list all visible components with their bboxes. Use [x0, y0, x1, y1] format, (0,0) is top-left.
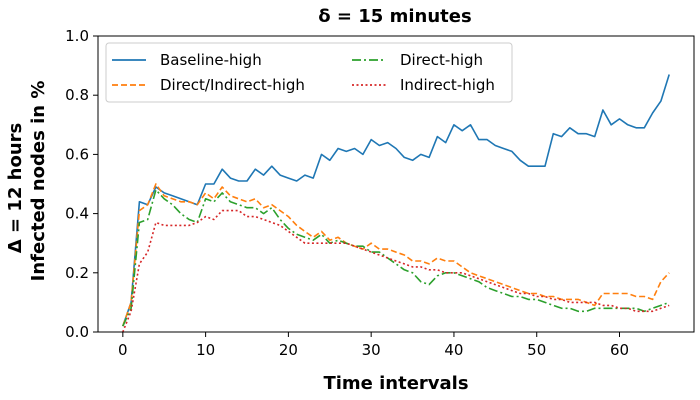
y-tick-label: 0.6: [65, 145, 89, 163]
x-axis-ticks: 0 10 20 30 40 50 60: [118, 332, 629, 359]
x-tick-label: 30: [362, 341, 381, 359]
y-tick-label: 0.2: [65, 264, 89, 282]
legend: Baseline-high Direct/Indirect-high Direct-…: [106, 43, 512, 102]
legend-label: Direct-high: [400, 51, 483, 69]
plot-area: [123, 75, 669, 333]
y-tick-label: 0.8: [65, 86, 89, 104]
y-axis-ticks: 0.0 0.2 0.4 0.6 0.8 1.0: [65, 27, 98, 341]
y-tick-label: 0.4: [65, 205, 89, 223]
x-tick-label: 20: [279, 341, 298, 359]
chart-title: δ = 15 minutes: [318, 6, 471, 27]
x-tick-label: 50: [527, 341, 546, 359]
legend-label: Direct/Indirect-high: [160, 76, 305, 94]
series-line-direct-indirect-high: [123, 184, 669, 326]
y-axis-label-line2: Infected nodes in %: [28, 81, 49, 282]
series-line-direct-high: [123, 190, 669, 326]
y-tick-label: 1.0: [65, 27, 89, 45]
x-axis-label: Time intervals: [323, 373, 468, 394]
y-tick-label: 0.0: [65, 323, 89, 341]
x-tick-label: 10: [196, 341, 215, 359]
series-group: [123, 75, 669, 333]
x-tick-label: 40: [444, 341, 463, 359]
x-tick-label: 0: [118, 341, 128, 359]
legend-label: Indirect-high: [400, 76, 495, 94]
series-line-indirect-high: [123, 211, 669, 332]
x-tick-label: 60: [610, 341, 629, 359]
y-axis-label-line1: Δ = 12 hours: [5, 123, 26, 253]
legend-label: Baseline-high: [160, 51, 262, 69]
